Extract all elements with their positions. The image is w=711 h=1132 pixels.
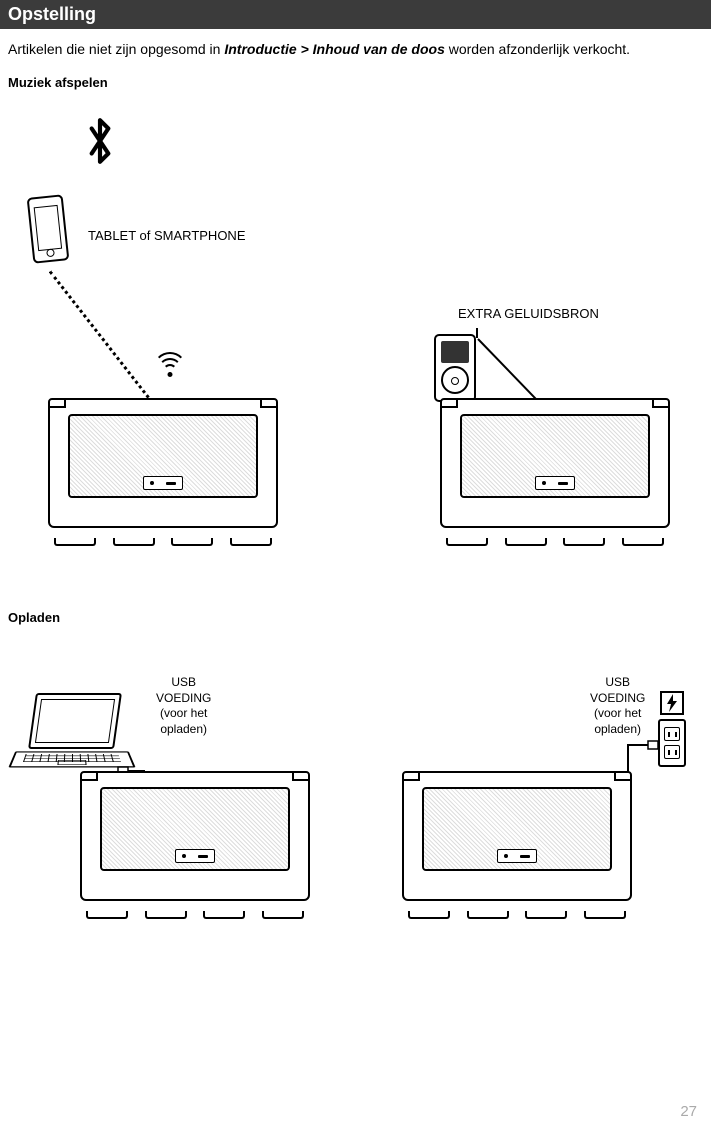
intro-suffix: worden afzonderlijk verkocht. (445, 41, 630, 57)
section-header: Opstelling (0, 0, 711, 29)
bluetooth-icon (83, 116, 117, 173)
phone-icon (27, 194, 70, 263)
page-number: 27 (680, 1103, 697, 1120)
subheading-play: Muziek afspelen (0, 75, 711, 90)
subheading-charge: Opladen (0, 610, 711, 625)
label-extra: EXTRA GELUIDSBRON (458, 306, 599, 321)
ipod-icon (434, 334, 476, 402)
intro-text: Artikelen die niet zijn opgesomd in Intr… (0, 41, 711, 57)
diagram-aux: EXTRA GELUIDSBRON (378, 110, 688, 550)
intro-bold: Introductie > Inhoud van de doos (224, 41, 445, 57)
speaker-bluetooth (48, 398, 278, 538)
label-tablet: TABLET of SMARTPHONE (88, 228, 246, 243)
diagram-charge-laptop: USB VOEDING (voor het opladen) (8, 675, 318, 955)
wifi-icon (152, 358, 188, 386)
diagram-charge-wall: USB VOEDING (voor het opladen) (378, 675, 688, 955)
speaker-charge-wall (402, 771, 632, 911)
speaker-charge-laptop (80, 771, 310, 911)
intro-prefix: Artikelen die niet zijn opgesomd in (8, 41, 224, 57)
play-diagrams: TABLET of SMARTPHONE EXTRA GELUIDSBRON (0, 110, 711, 550)
diagram-bluetooth: TABLET of SMARTPHONE (8, 110, 318, 550)
bt-dashed-line (49, 271, 150, 399)
speaker-aux (440, 398, 670, 538)
charge-diagrams: USB VOEDING (voor het opladen) USB VOEDI… (0, 675, 711, 955)
aux-plug-top (476, 328, 478, 338)
